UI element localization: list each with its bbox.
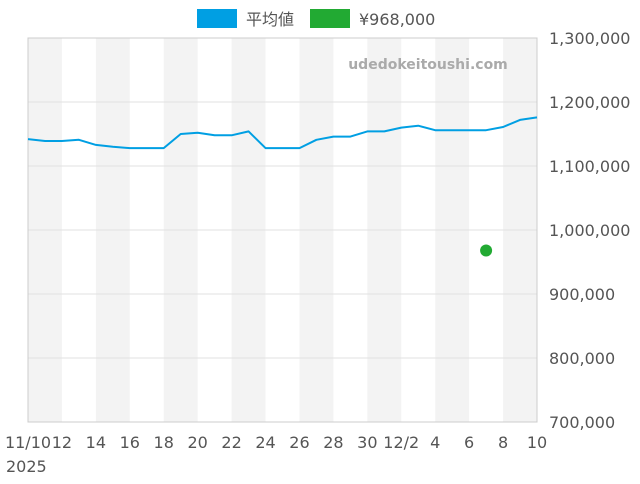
legend-swatch xyxy=(310,9,350,28)
x-tick-label: 18 xyxy=(154,433,174,452)
x-tick-label: 20 xyxy=(187,433,207,452)
legend-swatch xyxy=(197,9,237,28)
x-tick-label: 22 xyxy=(221,433,241,452)
x-tick-label: 11/10 xyxy=(5,433,51,452)
legend-label: 平均値 xyxy=(246,10,294,29)
x-tick-label: 26 xyxy=(289,433,309,452)
x-tick-label: 12 xyxy=(52,433,72,452)
x-axis-labels: 11/10 12 14 16 18 20 22 24 26 28 30 12/2 4 6 8 10 xyxy=(5,433,547,452)
x-tick-label: 12/2 xyxy=(383,433,419,452)
x-tick-label: 4 xyxy=(430,433,440,452)
y-tick-label: 800,000 xyxy=(549,349,615,368)
watermark: udedokeitoushi.com xyxy=(348,57,508,73)
x-tick-label: 8 xyxy=(498,433,508,452)
x-tick-label: 30 xyxy=(357,433,377,452)
x-tick-label: 24 xyxy=(255,433,275,452)
x-tick-label: 14 xyxy=(86,433,106,452)
x-tick-label: 28 xyxy=(323,433,343,452)
y-tick-label: 900,000 xyxy=(549,285,615,304)
x-tick-label: 10 xyxy=(527,433,547,452)
plot-frame xyxy=(27,37,538,423)
x-axis-year-label: 2025 xyxy=(6,457,47,476)
listed-price-point xyxy=(480,244,493,257)
y-tick-label: 1,200,000 xyxy=(549,93,630,112)
y-tick-label: 1,100,000 xyxy=(549,157,630,176)
x-tick-label: 16 xyxy=(120,433,140,452)
y-tick-label: 700,000 xyxy=(549,413,615,432)
average-price-line xyxy=(27,116,538,150)
y-axis-labels: 1,300,000 1,200,000 1,100,000 1,000,000 900,… xyxy=(549,29,630,432)
y-tick-label: 1,000,000 xyxy=(549,221,630,240)
legend: 平均値 ¥968,000 xyxy=(197,9,435,29)
y-tick-label: 1,300,000 xyxy=(549,29,630,48)
series-layer xyxy=(27,116,538,257)
legend-label: ¥968,000 xyxy=(359,10,435,29)
x-tick-label: 6 xyxy=(464,433,474,452)
